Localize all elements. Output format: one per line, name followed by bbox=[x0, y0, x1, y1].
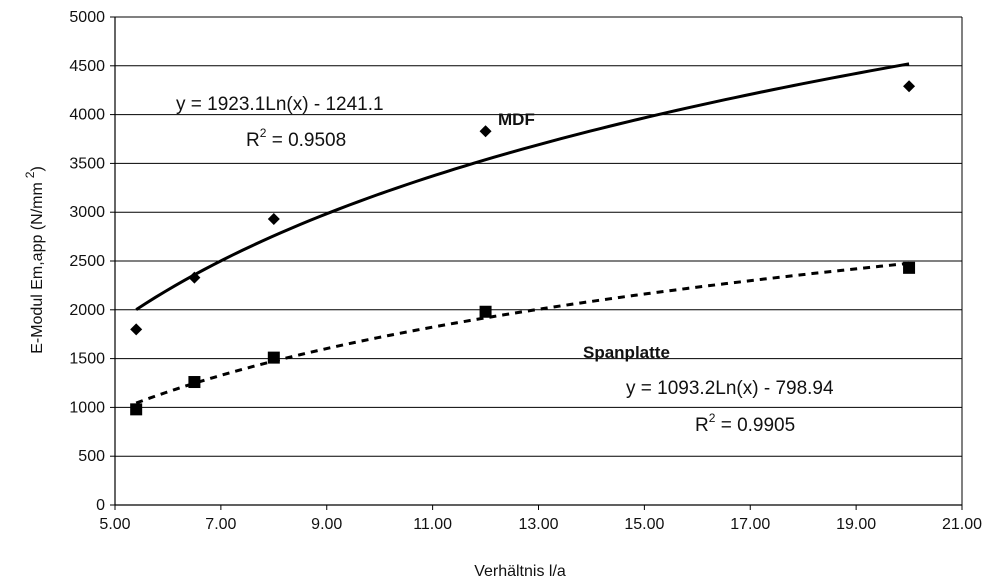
spanplatte-point-0 bbox=[130, 403, 143, 416]
mdf-point-2 bbox=[267, 213, 280, 226]
gridlines bbox=[115, 16, 962, 506]
y-tick-label-1: 500 bbox=[78, 448, 105, 465]
y-tick-label-5: 2500 bbox=[69, 253, 105, 270]
y-tick-label-8: 4000 bbox=[69, 107, 105, 124]
spanplatte-point-4 bbox=[903, 261, 916, 274]
series-label-spanplatte: Spanplatte bbox=[583, 343, 670, 362]
trendline-spanplatte bbox=[135, 261, 910, 405]
spanplatte-equation: y = 1093.2Ln(x) - 798.94 bbox=[626, 378, 834, 399]
spanplatte-r-squared: R2 = 0.9905 bbox=[695, 411, 795, 436]
x-tick-label-2: 9.00 bbox=[311, 516, 342, 533]
y-tick-label-9: 4500 bbox=[69, 58, 105, 75]
trendline-mdf bbox=[135, 62, 910, 311]
y-tick-label-2: 1000 bbox=[69, 399, 105, 416]
spanplatte-point-1 bbox=[188, 376, 201, 389]
y-tick-label-6: 3000 bbox=[69, 204, 105, 221]
spanplatte-point-2 bbox=[267, 351, 280, 364]
x-tick-label-1: 7.00 bbox=[205, 516, 236, 533]
x-tick-labels: 5.00 7.00 9.00 11.00 13.00 15.00 17.00 19.00 21.… bbox=[99, 505, 982, 533]
y-axis-title: E-Modul Em,app (N/mm2) bbox=[23, 166, 46, 354]
y-tick-label-7: 3500 bbox=[69, 155, 105, 172]
x-tick-label-3: 11.00 bbox=[413, 516, 452, 533]
y-tick-label-0: 0 bbox=[96, 497, 105, 514]
x-tick-label-7: 19.00 bbox=[836, 516, 876, 533]
x-tick-label-5: 15.00 bbox=[624, 516, 664, 533]
y-tick-label-3: 1500 bbox=[69, 351, 105, 368]
mdf-point-4 bbox=[903, 80, 916, 93]
mdf-point-1 bbox=[188, 271, 201, 284]
y-tick-labels: 0 500 1000 1500 2000 2500 3000 3500 4000 4500 5000 bbox=[69, 9, 115, 514]
mdf-equation: y = 1923.1Ln(x) - 1241.1 bbox=[176, 94, 384, 115]
y-tick-label-10: 5000 bbox=[69, 9, 105, 26]
series-label-mdf: MDF bbox=[498, 110, 535, 129]
data-markers bbox=[130, 80, 916, 416]
mdf-point-3 bbox=[479, 125, 492, 138]
x-tick-label-0: 5.00 bbox=[99, 516, 130, 533]
spanplatte-point-3 bbox=[479, 305, 492, 318]
x-tick-label-6: 17.00 bbox=[730, 516, 770, 533]
mdf-r-squared: R2 = 0.9508 bbox=[246, 126, 346, 151]
trendlines bbox=[135, 62, 910, 405]
x-axis-title: Verhältnis l/a bbox=[474, 563, 566, 580]
x-tick-label-8: 21.00 bbox=[942, 516, 982, 533]
y-tick-label-4: 2000 bbox=[69, 302, 105, 319]
mdf-point-0 bbox=[130, 323, 143, 336]
x-tick-label-4: 13.00 bbox=[518, 516, 558, 533]
